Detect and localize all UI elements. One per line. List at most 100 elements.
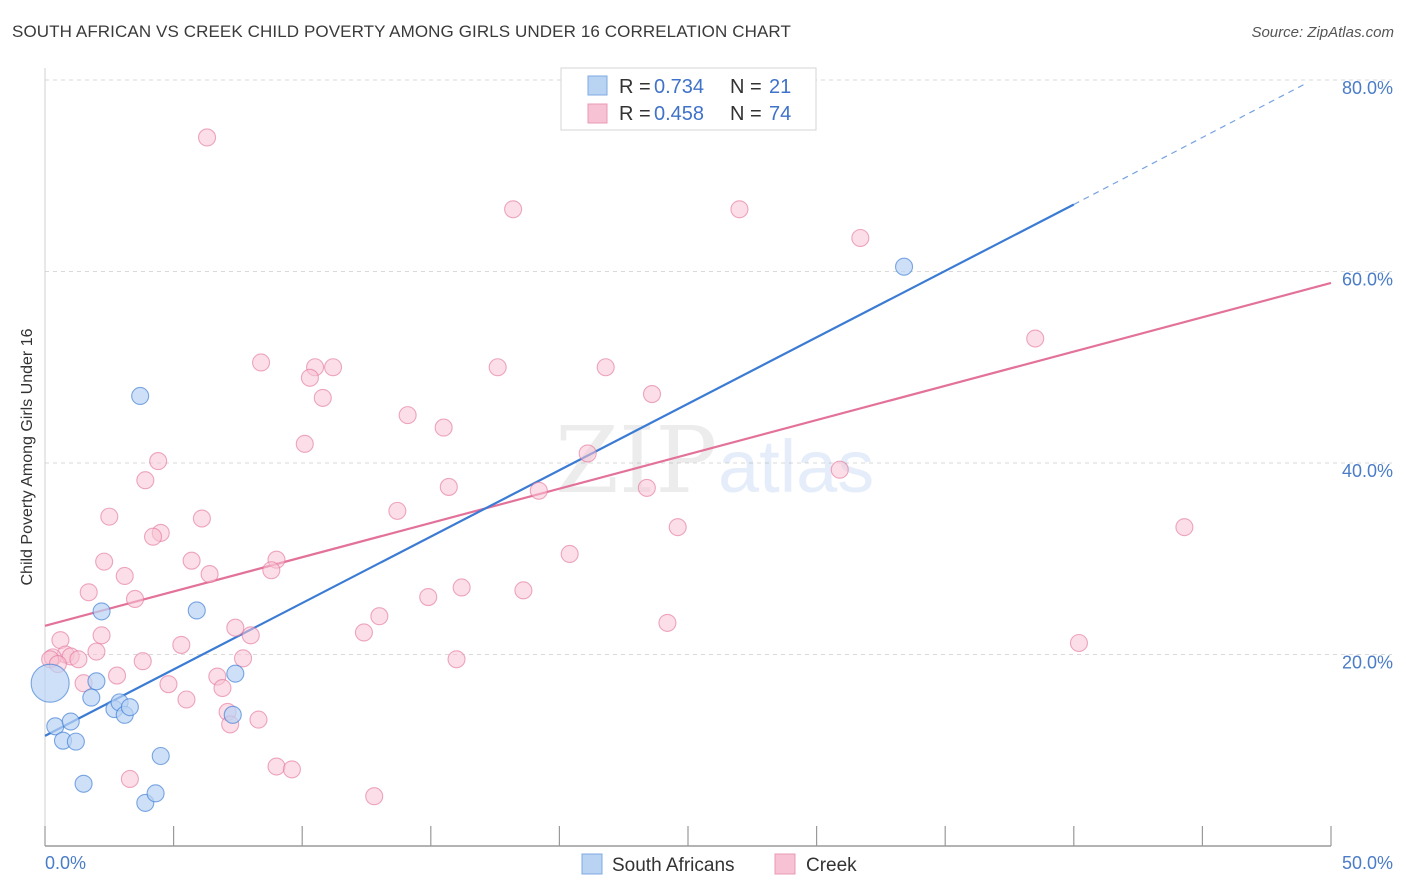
creek-point bbox=[213, 678, 232, 698]
creek-point bbox=[637, 478, 656, 497]
creek-point bbox=[488, 358, 507, 377]
creek-point bbox=[262, 561, 281, 580]
trend-lines bbox=[44, 83, 1332, 737]
y-tick-label-40: 40.0% bbox=[1342, 461, 1393, 481]
bottom-legend-swatch-south-africans bbox=[581, 853, 603, 875]
south-africans-point bbox=[146, 784, 165, 803]
creek-point bbox=[267, 757, 286, 776]
trend-line-creek bbox=[44, 281, 1332, 627]
creek-point bbox=[730, 200, 749, 219]
creek-point bbox=[560, 544, 579, 564]
creek-point bbox=[452, 578, 471, 597]
creek-point bbox=[249, 710, 268, 729]
creek-point bbox=[226, 618, 245, 637]
y-tick-label-60: 60.0% bbox=[1342, 270, 1393, 290]
y-tick-label-20: 20.0% bbox=[1342, 653, 1393, 673]
creek-point bbox=[668, 518, 687, 537]
legend-n-value-south-africans: 21 bbox=[769, 76, 791, 98]
legend: R = 0.734 N = 21 R = 0.458 N = 74 bbox=[560, 67, 817, 131]
creek-point bbox=[313, 388, 332, 407]
south-africans-point bbox=[66, 732, 85, 751]
chart-title: SOUTH AFRICAN VS CREEK CHILD POVERTY AMO… bbox=[12, 22, 791, 41]
creek-point bbox=[133, 652, 152, 671]
south-africans-point bbox=[223, 705, 242, 724]
x-tick-label-max: 50.0% bbox=[1342, 853, 1393, 873]
creek-point bbox=[1026, 329, 1045, 348]
creek-point bbox=[172, 635, 191, 654]
creek-point bbox=[830, 460, 849, 479]
creek-point bbox=[125, 589, 145, 609]
creek-point bbox=[1175, 518, 1194, 537]
creek-point bbox=[192, 509, 211, 528]
creek-point bbox=[69, 650, 88, 669]
legend-r-label-south-africans: R = bbox=[619, 76, 651, 98]
creek-point bbox=[177, 690, 196, 709]
legend-swatch-south-africans bbox=[587, 75, 608, 96]
south-africans-point bbox=[894, 257, 914, 276]
creek-point bbox=[578, 444, 597, 463]
creek-point bbox=[354, 623, 373, 642]
zipatlas-watermark: ZIP atlas bbox=[555, 407, 874, 514]
creek-point bbox=[115, 566, 134, 586]
creek-point bbox=[295, 434, 314, 453]
creek-point bbox=[851, 228, 870, 248]
creek-point bbox=[182, 551, 201, 570]
svg-text:ZIP: ZIP bbox=[555, 407, 717, 514]
creek-point bbox=[370, 607, 389, 626]
creek-point bbox=[529, 481, 548, 500]
creek-point bbox=[1069, 633, 1088, 653]
creek-point bbox=[504, 200, 523, 219]
south-africans-points bbox=[30, 257, 914, 812]
creek-point bbox=[251, 353, 271, 372]
creek-point bbox=[388, 501, 407, 520]
south-africans-point bbox=[87, 672, 106, 691]
south-africans-point bbox=[82, 688, 101, 707]
y-tick-label-80: 80.0% bbox=[1342, 78, 1393, 98]
creek-point bbox=[419, 587, 438, 607]
creek-point bbox=[596, 358, 615, 377]
legend-r-value-creek: 0.458 bbox=[654, 103, 704, 125]
trend-line-south-africans-extension bbox=[1073, 83, 1306, 206]
bottom-legend-label-creek: Creek bbox=[806, 855, 857, 876]
creek-point bbox=[120, 769, 139, 789]
creek-point bbox=[439, 477, 458, 496]
south-africans-point bbox=[92, 602, 111, 621]
creek-point bbox=[92, 626, 111, 645]
south-africans-point bbox=[151, 746, 170, 766]
south-africans-point bbox=[226, 664, 245, 683]
bottom-legend-swatch-creek bbox=[774, 853, 796, 875]
legend-swatch-creek bbox=[587, 103, 608, 124]
y-tick-labels: 20.0% 40.0% 60.0% 80.0% bbox=[1342, 78, 1393, 673]
south-africans-point bbox=[61, 712, 80, 731]
creek-point bbox=[324, 358, 343, 377]
gridlines bbox=[45, 79, 1392, 655]
y-axis-label: Child Poverty Among Girls Under 16 bbox=[19, 328, 36, 585]
creek-point bbox=[149, 452, 168, 471]
creek-point bbox=[398, 406, 417, 425]
creek-point bbox=[87, 642, 106, 661]
south-africans-point bbox=[131, 386, 150, 406]
svg-text:atlas: atlas bbox=[718, 425, 874, 508]
bottom-legend-label-south-africans: South Africans bbox=[612, 855, 735, 876]
creek-point bbox=[143, 527, 163, 546]
south-africans-point bbox=[120, 698, 139, 717]
creek-point bbox=[233, 649, 253, 668]
x-tick-marks bbox=[44, 826, 1332, 846]
creek-point bbox=[100, 507, 119, 526]
legend-n-label-south-africans: N = bbox=[730, 76, 762, 98]
legend-r-value-south-africans: 0.734 bbox=[654, 76, 704, 98]
creek-point bbox=[197, 128, 217, 147]
creek-point bbox=[300, 368, 319, 387]
south-africans-point bbox=[74, 774, 93, 793]
legend-r-label-creek: R = bbox=[619, 103, 651, 125]
source-credit: Source: ZipAtlas.com bbox=[1251, 24, 1394, 41]
creek-point bbox=[365, 787, 384, 806]
trend-line-south-africans bbox=[44, 203, 1075, 737]
creek-point bbox=[95, 552, 114, 571]
south-africans-point bbox=[30, 663, 70, 703]
creek-point bbox=[159, 675, 178, 694]
bottom-legend: South Africans Creek bbox=[581, 853, 857, 876]
creek-point bbox=[658, 613, 677, 632]
legend-n-value-creek: 74 bbox=[769, 103, 791, 125]
